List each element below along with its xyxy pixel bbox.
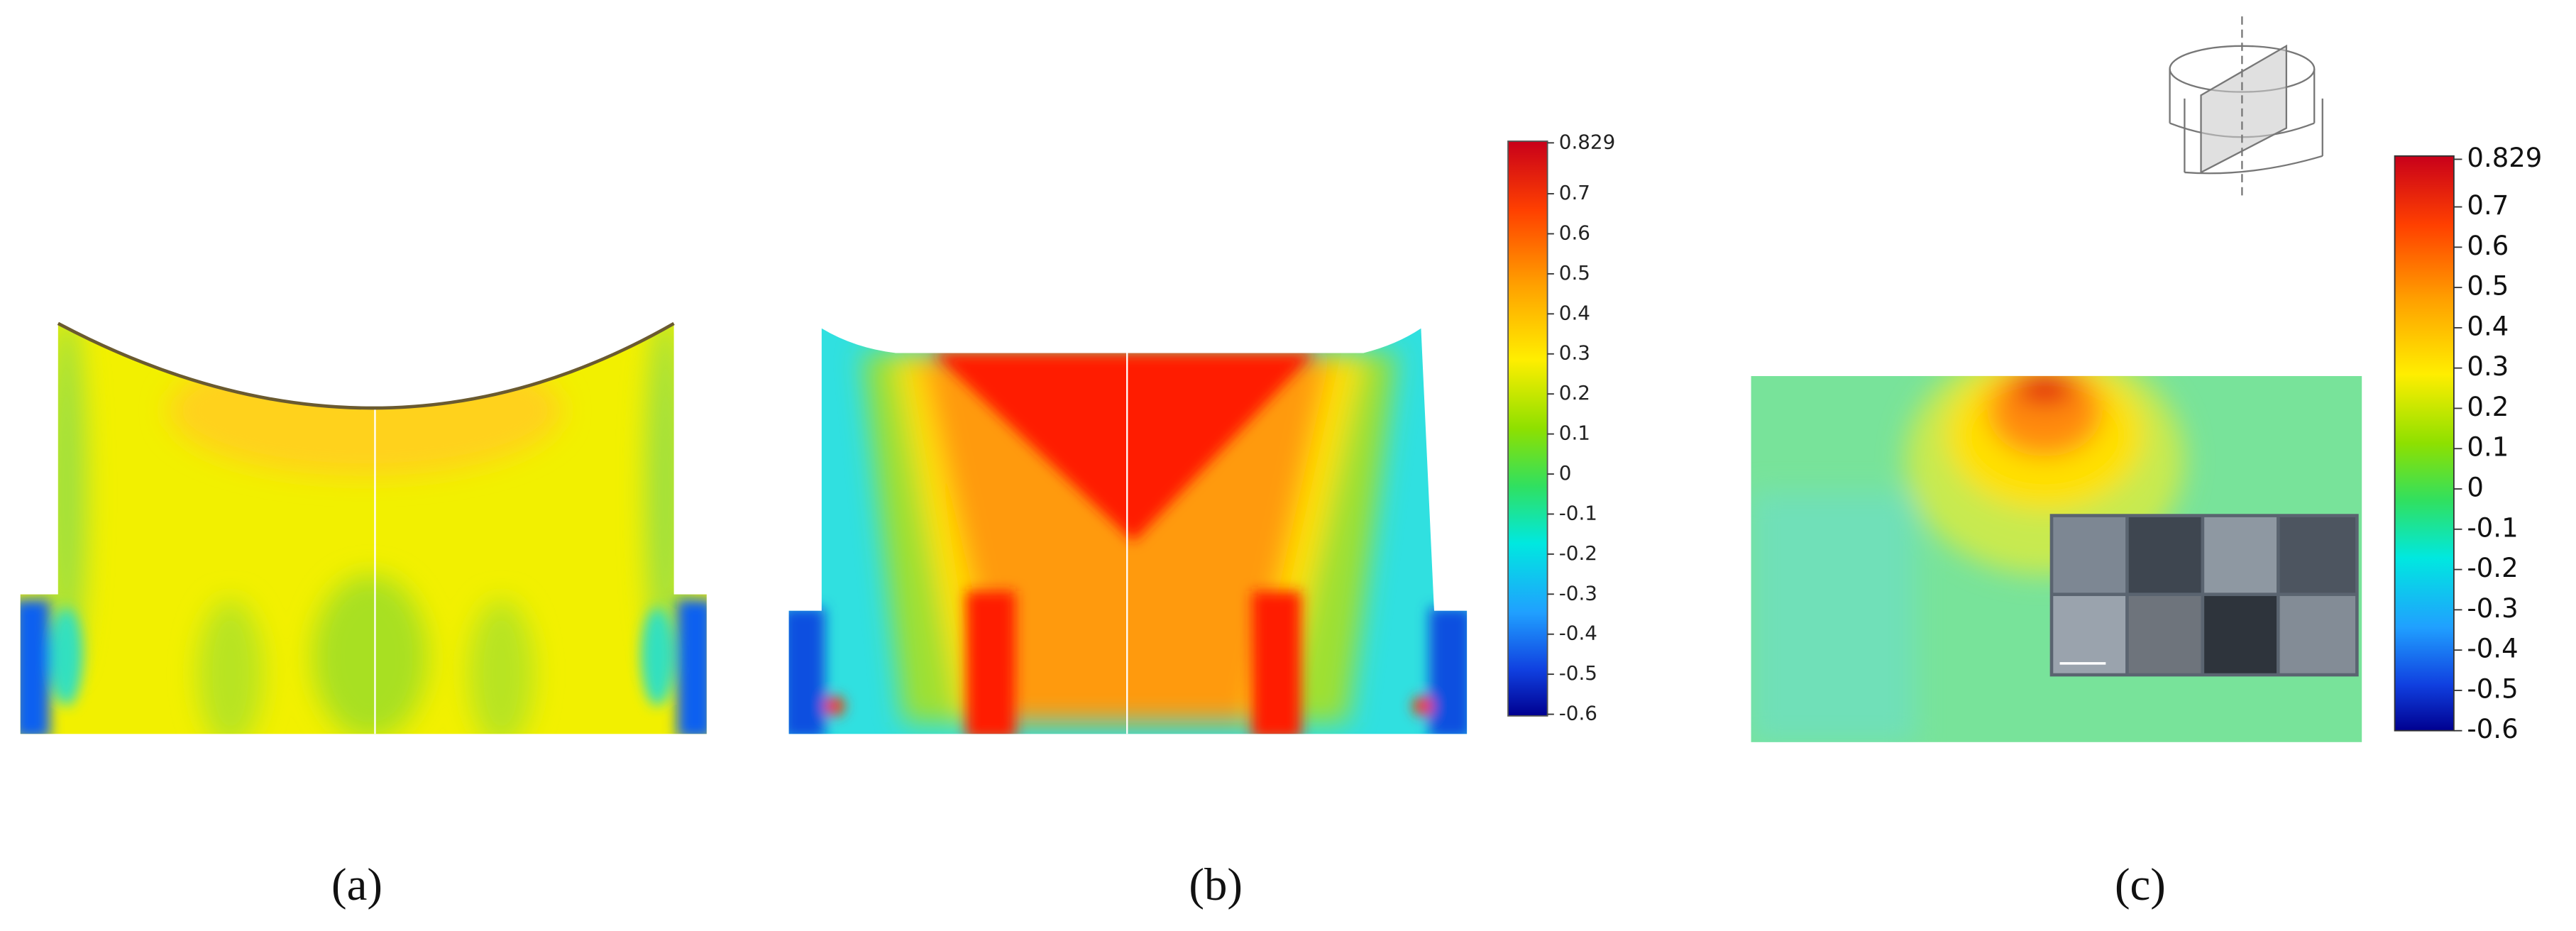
- colorbar-label: -0.1: [1559, 501, 1597, 524]
- colorbar-label: -0.5: [2467, 673, 2518, 704]
- colorbar-label: 0.6: [2467, 231, 2509, 261]
- contour-a: [20, 323, 707, 734]
- colorbar-label: 0.6: [1559, 221, 1590, 244]
- colorbar-label: -0.2: [2467, 553, 2518, 583]
- contour-b: [788, 328, 1468, 734]
- colorbar-label: -0.3: [2467, 593, 2518, 624]
- colorbar-label: 0.1: [1559, 422, 1590, 445]
- colorbar-label: -0.4: [1559, 622, 1597, 645]
- colorbar-label: 0.2: [2467, 392, 2509, 422]
- outline-a: [57, 321, 675, 410]
- colorbar-label: 0.4: [1559, 301, 1590, 324]
- cylinder-icon: [2169, 16, 2323, 197]
- panel-label: (b): [1189, 859, 1243, 910]
- colorbar-label: 0.1: [2467, 432, 2509, 463]
- panel-label: (c): [2115, 859, 2166, 910]
- inset-photo: [2049, 514, 2359, 677]
- colorbar-label: 0.3: [1559, 341, 1590, 365]
- colorbar-label: -0.4: [2467, 634, 2518, 664]
- colorbar-label: 0: [1559, 461, 1572, 485]
- colorbar-label: 0.3: [2467, 351, 2509, 382]
- colorbar-label: 0.7: [2467, 190, 2509, 221]
- colorbar-label: 0.7: [1559, 181, 1590, 204]
- colorbar-label: 0.5: [2467, 271, 2509, 302]
- colorbar-label: -0.2: [1559, 541, 1597, 565]
- colorbar-label: 0.2: [1559, 381, 1590, 404]
- colorbar-label: 0.4: [2467, 311, 2509, 341]
- colorbar-c: [2394, 155, 2455, 732]
- colorbar-label: -0.6: [2467, 714, 2518, 744]
- panel-label: (a): [331, 859, 382, 910]
- colorbar-label: -0.6: [1559, 702, 1597, 725]
- colorbar-label: 0.829: [2467, 143, 2542, 173]
- colorbar-label: -0.3: [1559, 581, 1597, 605]
- colorbar-b: [1507, 141, 1548, 717]
- colorbar-label: 0: [2467, 473, 2484, 503]
- colorbar-label: -0.5: [1559, 661, 1597, 685]
- colorbar-label: 0.829: [1559, 130, 1615, 153]
- colorbar-label: -0.1: [2467, 512, 2518, 543]
- colorbar-label: 0.5: [1559, 261, 1590, 285]
